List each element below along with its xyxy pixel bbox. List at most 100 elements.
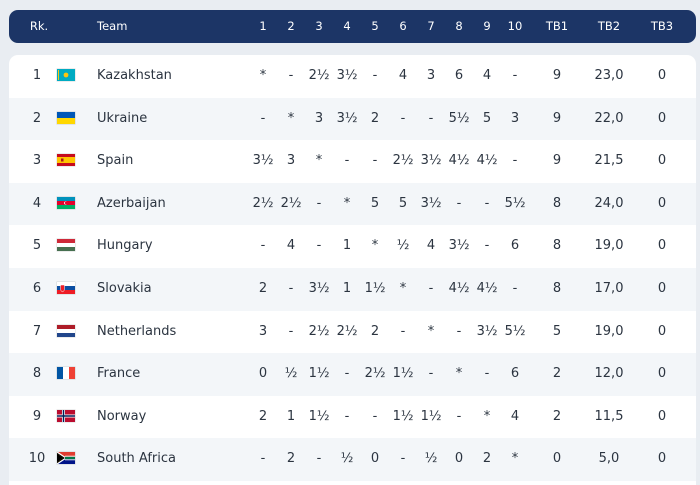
tb3-cell: 0 [657, 281, 667, 296]
result-cell-round-9: 4½ [476, 281, 498, 296]
result-cell-round-4: - [344, 153, 350, 169]
team-name-link[interactable]: Spain [97, 153, 134, 169]
result-cell-round-4: - [344, 366, 350, 382]
result-cell-round-3: * [315, 153, 323, 169]
azerbaijan-flag-icon [57, 196, 75, 209]
result-cell-round-9: * [483, 408, 491, 424]
tb1-cell: 8 [552, 238, 562, 254]
result-cell-round-1: * [259, 68, 267, 83]
slovakia-flag-icon [57, 282, 75, 294]
result-cell-round-8: - [456, 323, 462, 339]
tb2-cell: 19,0 [594, 323, 624, 339]
rank-cell: 3 [32, 153, 42, 169]
result-cell-round-4: 1 [342, 238, 352, 254]
tb2-cell: 19,0 [594, 238, 624, 254]
result-cell-round-5: * [371, 238, 379, 254]
result-cell-round-6: - [400, 110, 406, 126]
header-team: Team [97, 19, 128, 33]
france-flag-icon [57, 367, 75, 380]
rank-cell: 6 [32, 281, 42, 296]
tb2-cell: 22,0 [594, 110, 624, 126]
result-cell-round-8: 4½ [448, 153, 470, 169]
rank-cell: 5 [32, 238, 42, 254]
result-cell-round-3: 2½ [308, 68, 330, 83]
result-cell-round-6: 5 [398, 195, 408, 211]
header-round-10: 10 [507, 19, 523, 33]
result-cell-round-2: 1 [286, 408, 296, 424]
result-cell-round-5: - [372, 408, 378, 424]
header-round-4: 4 [343, 19, 351, 33]
team-name-link[interactable]: Slovakia [97, 281, 152, 296]
rank-cell: 10 [28, 451, 46, 467]
tb3-cell: 0 [657, 238, 667, 254]
table-row: 5 Hungary -4-1 * ½ 4 3½ -6 8 19,0 0 [9, 225, 696, 268]
tb1-cell: 0 [552, 451, 562, 467]
team-name-link[interactable]: Azerbaijan [97, 195, 166, 211]
result-cell-round-1: 2½ [252, 195, 274, 211]
result-cell-round-8: 6 [454, 68, 464, 83]
result-cell-round-8: - [456, 408, 462, 424]
table-row: 10 South Africa -2- ½ 0- ½ 0 2 * 0 5,0 0 [9, 438, 696, 481]
result-cell-round-9: - [484, 366, 490, 382]
result-cell-round-10: 5½ [504, 195, 526, 211]
tb1-cell: 9 [552, 110, 562, 126]
result-cell-round-8: 5½ [448, 110, 470, 126]
table-row: 6 Slovakia 2-3½ 1 1½ * -4½ 4½ -8 17,0 0 [9, 268, 696, 311]
result-cell-round-10: 6 [510, 366, 520, 382]
tb3-cell: 0 [657, 68, 667, 83]
result-cell-round-6: 1½ [392, 366, 414, 382]
netherlands-flag-icon [57, 324, 75, 337]
result-cell-round-10: - [512, 281, 518, 296]
result-cell-round-8: 0 [454, 451, 464, 467]
result-cell-round-5: 2 [370, 110, 380, 126]
result-cell-round-6: 2½ [392, 153, 414, 169]
result-cell-round-3: 1½ [308, 408, 330, 424]
result-cell-round-2: ½ [284, 366, 298, 382]
header-round-1: 1 [259, 19, 267, 33]
result-cell-round-7: - [428, 366, 434, 382]
result-cell-round-7: - [428, 281, 434, 296]
header-tb2: TB2 [597, 19, 621, 33]
header-tb1: TB1 [545, 19, 569, 33]
team-name-link[interactable]: Norway [97, 408, 147, 424]
table-row: 8 France 0 ½ 1½ -2½ 1½ - * -6 2 12,0 0 [9, 353, 696, 396]
rank-cell: 8 [32, 366, 42, 382]
tb1-cell: 5 [552, 323, 562, 339]
team-name-link[interactable]: France [97, 366, 141, 382]
tb2-cell: 17,0 [594, 281, 624, 296]
result-cell-round-10: 4 [510, 408, 520, 424]
result-cell-round-1: - [260, 451, 266, 467]
rank-cell: 4 [32, 195, 42, 211]
result-cell-round-10: - [512, 153, 518, 169]
norway-flag-icon [57, 409, 75, 422]
team-name-link[interactable]: Hungary [97, 238, 153, 254]
table-row: 9 Norway 2 1 1½ - -1½ 1½ - * 4 2 11,5 0 [9, 396, 696, 439]
header-round-9: 9 [483, 19, 491, 33]
table-row: 4 Azerbaijan 2½ 2½ - * 5 5 3½ - -5½ 8 24,0 0 [9, 182, 696, 226]
result-cell-round-10: 5½ [504, 323, 526, 339]
result-cell-round-5: - [372, 153, 378, 169]
header-rank: Rk. [29, 19, 49, 33]
team-name-link[interactable]: South Africa [97, 451, 176, 467]
result-cell-round-1: 2 [258, 281, 268, 296]
result-cell-round-3: 3 [314, 110, 324, 126]
result-cell-round-2: 4 [286, 238, 296, 254]
result-cell-round-5: 2½ [364, 366, 386, 382]
result-cell-round-3: 2½ [308, 323, 330, 339]
tb3-cell: 0 [657, 195, 667, 211]
tb1-cell: 8 [552, 195, 562, 211]
header-round-3: 3 [315, 19, 323, 33]
result-cell-round-7: 3½ [420, 153, 442, 169]
result-cell-round-6: - [400, 451, 406, 467]
standings-table: 1 Kazakhstan * -2½ 3½ -4 3 6 4-9 23,0 0 2 Ukraine - * 3… [9, 55, 696, 485]
team-name-link[interactable]: Netherlands [97, 323, 177, 339]
table-row: 2 Ukraine - * 3 3½ 2- -5½ 5 3 9 22,0 0 [9, 97, 696, 141]
result-cell-round-6: * [399, 281, 407, 296]
team-name-link[interactable]: Kazakhstan [97, 68, 172, 83]
team-name-link[interactable]: Ukraine [97, 110, 148, 126]
result-cell-round-7: - [428, 110, 434, 126]
result-cell-round-3: - [316, 451, 322, 467]
tb2-cell: 23,0 [594, 68, 624, 83]
result-cell-round-2: - [288, 68, 294, 83]
